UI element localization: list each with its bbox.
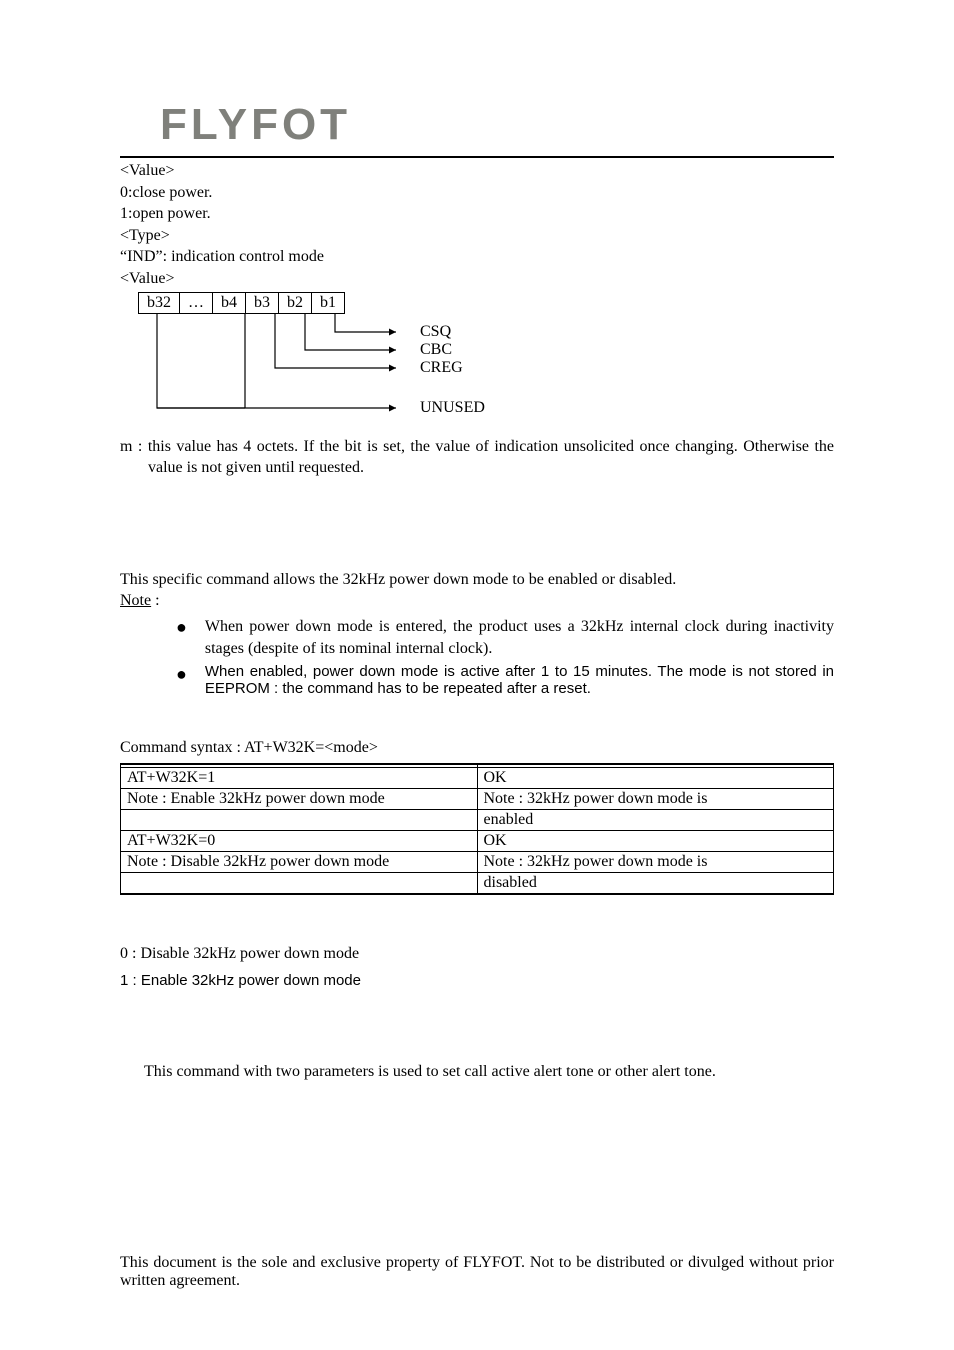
spacer [120,989,834,1061]
bit-table: b32 … b4 b3 b2 b1 [138,292,345,314]
bit-cell-b4: b4 [213,292,246,313]
cell: Note : 32kHz power down mode is [477,788,834,809]
type-tag: <Type> [120,225,834,247]
cell: OK [477,767,834,788]
note-label: Note [120,592,151,609]
cell: OK [477,830,834,851]
preamble: <Value> 0:close power. 1:open power. <Ty… [120,160,834,290]
cell: Note : 32kHz power down mode is [477,851,834,872]
cell [121,809,478,830]
note-colon: : [151,592,159,609]
spacer [120,479,834,569]
w32k-intro: This specific command allows the 32kHz p… [120,569,834,591]
m-note: m : this value has 4 octets. If the bit … [120,436,834,479]
command-table: AT+W32K=1 OK Note : Enable 32kHz power d… [120,763,834,895]
cell: disabled [477,872,834,894]
label-creg: CREG [420,359,463,377]
note-label-line: Note : [120,590,834,612]
page: FLYFOT <Value> 0:close power. 1:open pow… [0,0,954,1350]
bit-cell-b32: b32 [139,292,180,313]
table-row: AT+W32K=0 OK [121,830,834,851]
bullet-1: ● When power down mode is entered, the p… [176,616,834,659]
opt-0: 0 : Disable 32kHz power down mode [120,943,834,965]
spacer [120,895,834,943]
close-power-line: 0:close power. [120,182,834,204]
bullet-1-text: When power down mode is entered, the pro… [205,616,834,659]
bullet-icon: ● [176,665,187,683]
cell: Note : Enable 32kHz power down mode [121,788,478,809]
table-row: disabled [121,872,834,894]
table-row: enabled [121,809,834,830]
ind-line: “IND”: indication control mode [120,246,834,268]
cell: enabled [477,809,834,830]
label-unused: UNUSED [420,399,485,417]
logo: FLYFOT [120,100,834,150]
cell: AT+W32K=1 [121,767,478,788]
label-csq: CSQ [420,323,451,341]
command-syntax: Command syntax : AT+W32K=<mode> [120,737,834,759]
cell: Note : Disable 32kHz power down mode [121,851,478,872]
cell: AT+W32K=0 [121,830,478,851]
bullet-2-text: When enabled, power down mode is active … [205,663,834,697]
cell [121,872,478,894]
value-tag-2: <Value> [120,268,834,290]
header-rule [120,156,834,158]
alert-tone-line: This command with two parameters is used… [120,1061,834,1083]
bullet-icon: ● [176,618,187,636]
bit-cell-b1: b1 [312,292,345,313]
bit-arrow-diagram: CSQ CBC CREG UNUSED [138,314,834,424]
bit-cell-dots: … [180,292,213,313]
bit-cell-b3: b3 [246,292,279,313]
bullet-2: ● When enabled, power down mode is activ… [176,663,834,697]
value-tag: <Value> [120,160,834,182]
table-row: AT+W32K=1 OK [121,767,834,788]
spacer [120,701,834,737]
label-cbc: CBC [420,341,452,359]
open-power-line: 1:open power. [120,203,834,225]
table-row: Note : Disable 32kHz power down mode Not… [121,851,834,872]
table-row: Note : Enable 32kHz power down mode Note… [121,788,834,809]
footer: This document is the sole and exclusive … [120,1254,834,1290]
opt-1: 1 : Enable 32kHz power down mode [120,972,834,989]
bit-cell-b2: b2 [279,292,312,313]
